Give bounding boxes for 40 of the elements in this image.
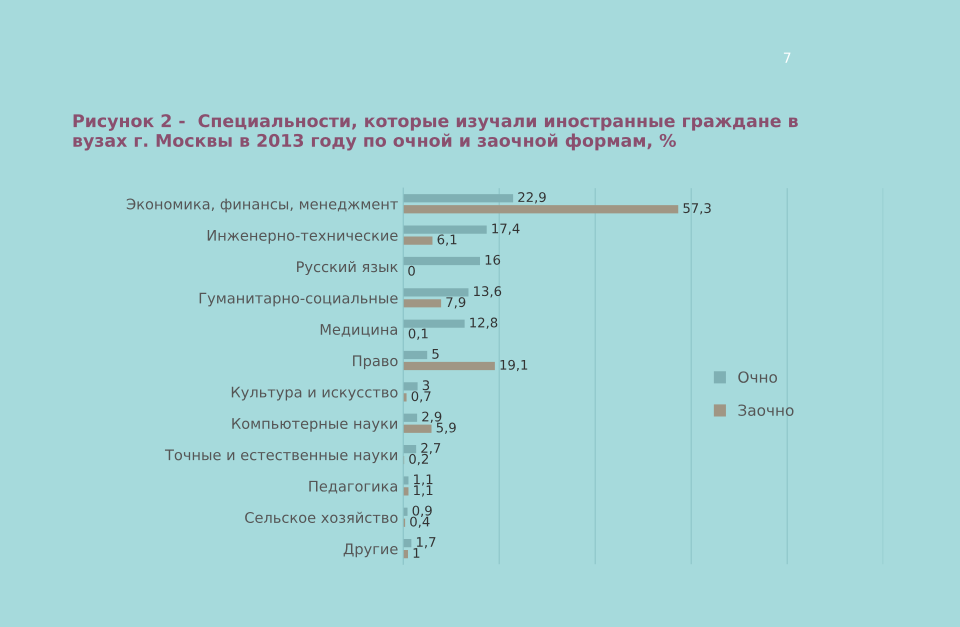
y-tick-label: Культура и искусство	[232, 386, 398, 400]
data-label: 3	[422, 380, 430, 390]
chart-title: Рисунок 2 - Специальности, которые изучали иностранные граждане в вузах г. Москвы в 2013 году по очной и заочной формам, %	[73, 114, 798, 150]
y-tick-label: Точные и естественные науки	[164, 449, 398, 464]
data-label: 0,7	[412, 391, 431, 403]
data-label: 1	[414, 548, 420, 558]
data-label: 13,6	[474, 286, 502, 298]
data-label: 16	[486, 254, 500, 265]
data-label: 2,9	[422, 412, 442, 423]
legend-label: Очно	[738, 371, 778, 383]
data-label: 5	[432, 349, 439, 359]
data-label: 0	[408, 266, 415, 276]
data-label: 0,1	[408, 328, 428, 340]
data-label: 0,2	[409, 454, 428, 466]
data-label: 12,8	[470, 318, 498, 329]
y-tick-label: Русский язык	[297, 261, 398, 276]
data-label: 1,1	[414, 474, 432, 486]
data-label: 1,7	[416, 537, 436, 548]
data-label: 19,1	[500, 360, 528, 372]
y-tick-label: Педагогика	[309, 480, 398, 494]
y-tick-label: Другие	[344, 544, 398, 558]
y-tick-label: Экономика, финансы, менеджмент	[126, 198, 398, 212]
data-label: 57,3	[683, 203, 711, 214]
data-label: 17,4	[492, 224, 520, 235]
data-label: 2,7	[421, 442, 440, 454]
y-tick-label: Право	[353, 355, 398, 370]
data-label: 0,4	[410, 516, 430, 528]
y-tick-label: Медицина	[320, 324, 398, 337]
y-tick-label: Гуманитарно-социальные	[200, 292, 398, 306]
y-tick-label: Сельское хозяйство	[245, 512, 398, 524]
data-label: 22,9	[518, 192, 546, 204]
y-tick-label: Компьютерные науки	[232, 418, 398, 432]
data-label: 7,9	[446, 297, 466, 308]
text: 7	[784, 52, 790, 63]
data-label: 0,9	[412, 506, 432, 517]
data-label: 6,1	[438, 234, 456, 246]
data-label: 5,9	[436, 422, 456, 434]
data-label: 1,1	[414, 485, 432, 497]
y-tick-label: Инженерно-технические	[208, 230, 398, 244]
legend-label: Заочно	[738, 404, 794, 416]
